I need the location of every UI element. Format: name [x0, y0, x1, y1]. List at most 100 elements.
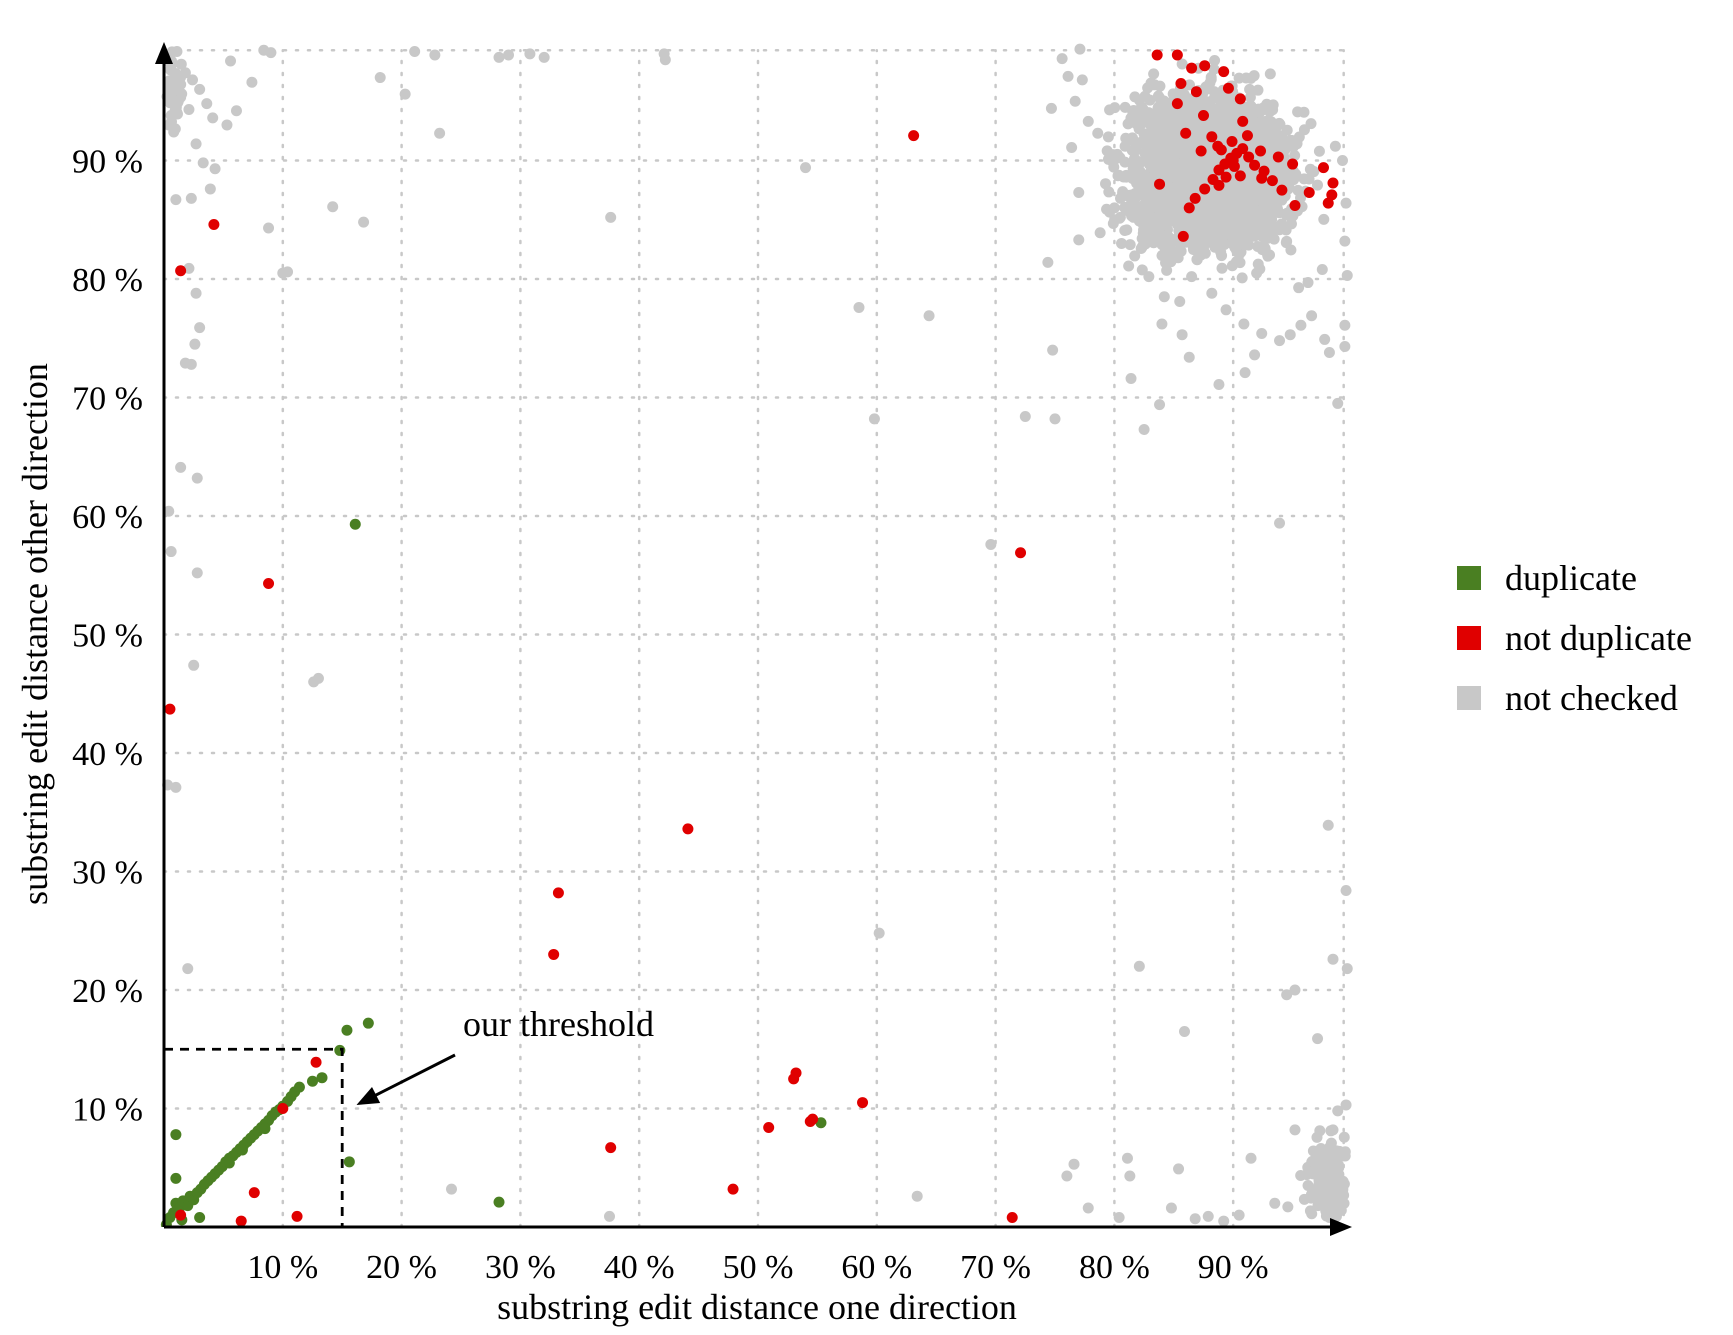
data-point [1249, 349, 1261, 361]
data-point [175, 1209, 187, 1221]
data-point [1126, 210, 1138, 222]
data-point [1245, 198, 1257, 210]
x-tick-label: 70 % [960, 1249, 1031, 1286]
data-point [853, 301, 865, 313]
threshold-annotation: our threshold [164, 1004, 654, 1227]
data-point [1281, 209, 1293, 221]
data-point [163, 505, 175, 517]
data-point [223, 1157, 235, 1169]
data-point [1151, 49, 1163, 61]
data-point [1144, 94, 1156, 106]
data-point [1082, 115, 1094, 127]
data-point [343, 1156, 355, 1168]
data-point [548, 948, 560, 960]
data-point [1202, 1210, 1214, 1222]
data-point [503, 49, 515, 61]
y-tick-label: 60 % [72, 499, 143, 536]
data-point [1316, 264, 1328, 276]
data-point [1221, 201, 1233, 213]
data-point [1180, 127, 1192, 139]
data-point [1318, 213, 1330, 225]
data-point [1282, 1201, 1294, 1213]
data-point [1190, 86, 1202, 98]
data-point [1154, 399, 1166, 411]
data-point [1216, 262, 1228, 274]
data-point [1234, 93, 1246, 105]
data-point [194, 1212, 206, 1224]
data-point [1148, 68, 1160, 80]
data-point [1138, 128, 1150, 140]
data-point [1158, 142, 1170, 154]
data-point [1341, 269, 1353, 281]
data-point [1329, 140, 1341, 152]
data-point [1340, 1099, 1352, 1111]
data-point [1278, 172, 1290, 184]
data-point [1133, 960, 1145, 972]
data-point [1150, 227, 1162, 239]
data-point [316, 1072, 328, 1084]
data-point [923, 310, 935, 322]
data-point [1073, 186, 1085, 198]
data-point [1289, 984, 1301, 996]
data-point [1015, 547, 1027, 559]
data-point [1143, 271, 1155, 283]
data-point [358, 216, 370, 228]
data-point [1339, 341, 1351, 353]
data-point [1148, 237, 1160, 249]
data-point [197, 157, 209, 169]
data-point [1243, 239, 1255, 251]
data-point [1189, 192, 1201, 204]
data-point [230, 105, 242, 117]
data-point [179, 67, 191, 79]
y-tick-label: 10 % [72, 1092, 143, 1129]
data-point [1206, 287, 1218, 299]
data-point [1340, 197, 1352, 209]
data-point [1243, 151, 1255, 163]
data-point [1130, 144, 1142, 156]
data-point [1160, 128, 1172, 140]
data-point [1334, 1189, 1346, 1201]
data-point [1234, 257, 1246, 269]
data-point [327, 201, 339, 213]
data-point [1176, 58, 1188, 70]
data-point [1201, 81, 1213, 93]
data-point [1125, 189, 1137, 201]
data-point [1092, 127, 1104, 139]
data-point [1284, 329, 1296, 341]
axes [155, 42, 1352, 1236]
data-point [1249, 159, 1261, 171]
data-point [362, 1017, 374, 1029]
data-point [263, 222, 275, 234]
data-point [1339, 319, 1351, 331]
data-point [1119, 156, 1131, 168]
data-point [790, 1067, 802, 1079]
data-point [293, 1081, 305, 1093]
data-point [1339, 235, 1351, 247]
data-point [1318, 1157, 1330, 1169]
data-point [1306, 310, 1318, 322]
data-point [1213, 179, 1225, 191]
data-point [1280, 237, 1292, 249]
data-point [1145, 202, 1157, 214]
data-point [1165, 1202, 1177, 1214]
data-point [1295, 192, 1307, 204]
data-point [1113, 1212, 1125, 1224]
data-point [445, 1183, 457, 1195]
data-point [1213, 378, 1225, 390]
data-point [1129, 250, 1141, 262]
threshold-arrowhead [356, 1086, 381, 1105]
threshold-arrow [371, 1053, 456, 1099]
data-point [1188, 214, 1200, 226]
data-point [208, 218, 220, 230]
data-point [1152, 196, 1164, 208]
data-point [1164, 182, 1176, 194]
data-point [1303, 186, 1315, 198]
data-point [277, 1103, 289, 1114]
data-point [1061, 1170, 1073, 1182]
data-point [1121, 1152, 1133, 1164]
data-point [1132, 158, 1144, 170]
data-point [170, 194, 182, 206]
data-point [1154, 80, 1166, 92]
y-tick-labels: 10 % 20 % 30 % 40 % 50 % 60 % 70 % 80 % 90 % [72, 144, 143, 1129]
